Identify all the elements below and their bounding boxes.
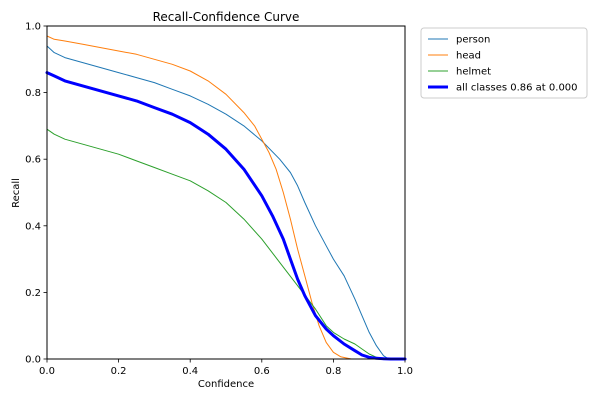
legend-label-helmet: helmet [456, 67, 491, 78]
series-line-helmet [46, 128, 406, 360]
y-tick-label: 0.6 [25, 155, 41, 166]
x-axis-title: Confidence [198, 379, 254, 390]
y-tick-label: 0.2 [25, 288, 41, 299]
x-tick-label: 0.4 [182, 366, 198, 377]
legend-entries: person head helmet all classes 0.86 at 0.00… [428, 35, 578, 94]
chart-title: Recall-Confidence Curve [153, 10, 300, 24]
series-layer [45, 35, 407, 361]
x-tick-label: 0.8 [325, 366, 341, 377]
y-tick-label: 0.4 [25, 221, 41, 232]
series-line-head [46, 35, 406, 360]
plot-frame [46, 25, 406, 360]
x-tick-label: 0.2 [111, 366, 127, 377]
plot-area [45, 25, 407, 361]
x-tick-label: 0.6 [254, 366, 270, 377]
legend: person head helmet all classes 0.86 at 0.00… [420, 27, 588, 99]
legend-box [420, 27, 588, 99]
x-tick-label: 1.0 [397, 366, 413, 377]
y-tick-label: 0.8 [25, 88, 41, 99]
y-tick-label: 1.0 [25, 22, 41, 33]
y-axis: 0.0 0.2 0.4 0.6 0.8 1.0 [25, 22, 47, 366]
y-tick-label: 0.0 [25, 355, 41, 366]
legend-label-person: person [456, 35, 490, 46]
y-axis-title: Recall [11, 178, 22, 208]
legend-label-all: all classes 0.86 at 0.000 [456, 83, 578, 94]
series-line-all [45, 71, 407, 361]
legend-label-head: head [456, 51, 481, 62]
x-tick-label: 0.0 [39, 366, 55, 377]
series-line-person [46, 45, 406, 360]
x-axis: 0.0 0.2 0.4 0.6 0.8 1.0 [39, 359, 413, 377]
